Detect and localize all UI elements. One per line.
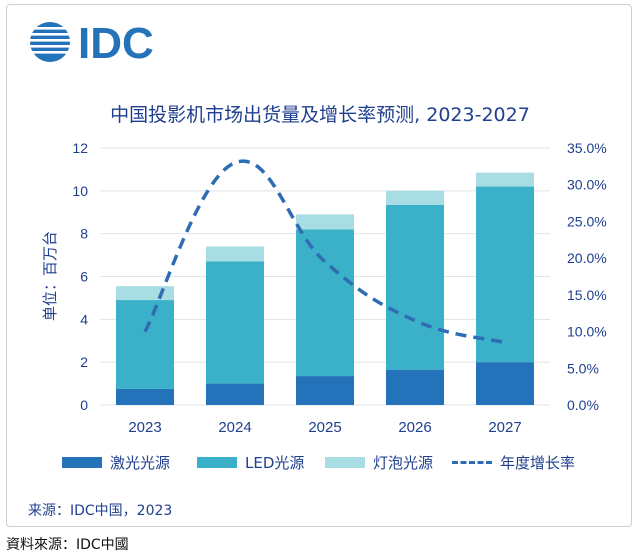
logo-text: IDC [78, 19, 154, 66]
legend-label-led: LED光源 [245, 454, 305, 472]
y2-tick-label: 0.0% [567, 397, 599, 413]
legend-swatch-bulb [325, 457, 365, 468]
bar-0-2024 [206, 383, 264, 405]
y-tick-label: 12 [72, 140, 88, 156]
footnote: 資料來源：IDC中國 [6, 537, 129, 553]
y2-tick-label: 35.0% [567, 140, 607, 156]
legend-swatch-growth [452, 461, 492, 464]
y2-tick-label: 5.0% [567, 360, 599, 376]
chart-title: 中国投影机市场出货量及增长率预测, 2023-2027 [110, 104, 530, 126]
bar-2-2023 [116, 286, 174, 301]
growth-rate-line [143, 159, 506, 345]
y-tick-label: 4 [80, 311, 88, 327]
x-tick-label: 2026 [398, 419, 431, 436]
y2-tick-label: 25.0% [567, 213, 607, 229]
y-axis-label: 单位：百万台 [41, 231, 59, 321]
legend-item-growth: 年度增长率 [452, 452, 575, 473]
y2-tick-label: 15.0% [567, 287, 607, 303]
y2-tick-label: 10.0% [567, 324, 607, 340]
x-tick-label: 2024 [218, 419, 251, 436]
legend-label-laser: 激光光源 [110, 454, 171, 472]
legend: 激光光源 LED光源 灯泡光源 年度增长率 [0, 452, 640, 474]
globe-icon [30, 22, 70, 62]
y2-tick-label: 20.0% [567, 250, 607, 266]
legend-swatch-led [197, 457, 237, 468]
x-tick-label: 2027 [488, 419, 521, 436]
source-note: 来源：IDC中国，2023 [28, 503, 173, 519]
bar-1-2025 [296, 229, 354, 377]
y2-tick-label: 30.0% [567, 177, 607, 193]
x-tick-label: 2023 [128, 419, 161, 436]
y-tick-label: 2 [80, 354, 88, 370]
bar-2-2026 [386, 190, 444, 205]
legend-item-led: LED光源 [197, 452, 304, 473]
y-tick-label: 6 [80, 269, 88, 285]
legend-label-growth: 年度增长率 [500, 454, 576, 472]
idc-logo: IDC [28, 18, 178, 70]
bar-2-2027 [476, 172, 534, 187]
bar-1-2024 [206, 261, 264, 384]
legend-label-bulb: 灯泡光源 [373, 454, 434, 472]
y-tick-label: 10 [72, 183, 88, 199]
y-tick-label: 8 [80, 226, 88, 242]
x-tick-label: 2025 [308, 419, 341, 436]
bar-1-2023 [116, 300, 174, 389]
bar-2-2024 [206, 246, 264, 262]
bar-1-2027 [476, 186, 534, 363]
bar-0-2023 [116, 388, 174, 405]
legend-swatch-laser [62, 457, 102, 468]
bar-0-2026 [386, 369, 444, 405]
bar-2-2025 [296, 214, 354, 230]
legend-item-laser: 激光光源 [62, 452, 170, 473]
legend-item-bulb: 灯泡光源 [325, 452, 433, 473]
y-tick-label: 0 [80, 397, 88, 413]
bar-1-2026 [386, 204, 444, 370]
bar-0-2025 [296, 376, 354, 405]
bar-0-2027 [476, 362, 534, 405]
